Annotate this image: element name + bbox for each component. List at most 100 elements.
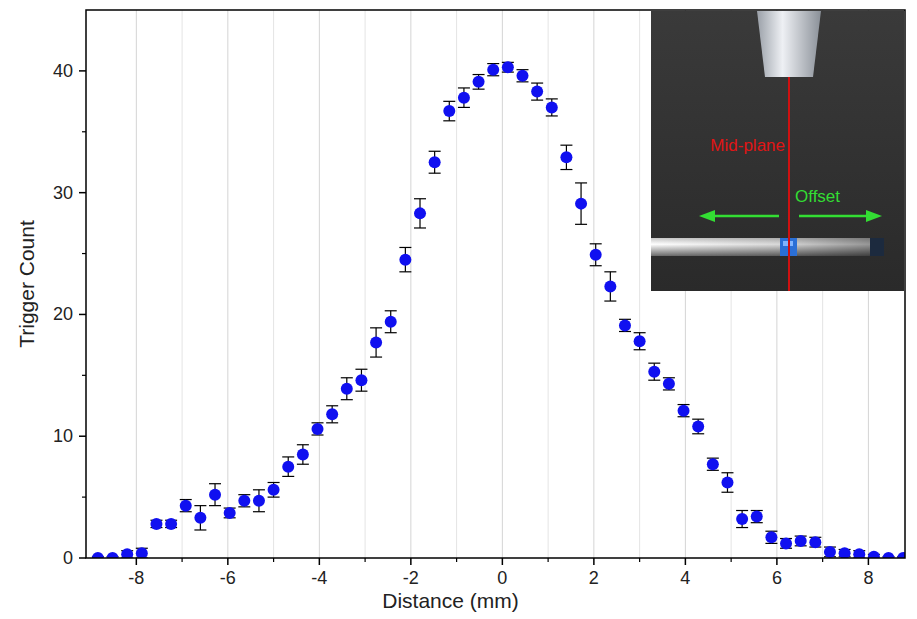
x-minor-tick (273, 558, 274, 562)
data-point (326, 408, 338, 420)
error-bar (268, 482, 280, 497)
data-point (107, 552, 119, 558)
error-bar (282, 457, 294, 476)
data-point (282, 461, 294, 473)
data-point (355, 374, 367, 386)
data-point (92, 552, 104, 558)
minor-grid-line (456, 10, 457, 558)
error-bar (385, 311, 397, 333)
data-point (619, 319, 631, 331)
error-bar (546, 99, 558, 116)
data-point (751, 511, 763, 523)
minor-grid-line (639, 10, 640, 558)
data-point (560, 151, 572, 163)
error-bar (531, 83, 543, 100)
error-bar (721, 473, 733, 492)
data-point (546, 101, 558, 113)
grid-line (502, 10, 503, 558)
x-tick (319, 558, 321, 565)
x-tick-label: -6 (220, 568, 236, 588)
y-tick-label: 20 (53, 304, 73, 324)
minor-grid-line (548, 10, 549, 558)
error-bar (209, 484, 221, 506)
error-bar (560, 145, 572, 169)
x-minor-tick (456, 558, 457, 562)
data-point (414, 207, 426, 219)
x-tick (868, 558, 870, 565)
error-bar (297, 445, 309, 464)
data-point (209, 489, 221, 501)
data-point (721, 476, 733, 488)
data-point (458, 92, 470, 104)
data-point (194, 512, 206, 524)
error-bar (516, 70, 528, 82)
inset-background (651, 11, 904, 291)
data-point (370, 336, 382, 348)
error-bar (341, 378, 353, 400)
data-point (268, 484, 280, 496)
y-tick-label: 40 (53, 61, 73, 81)
y-minor-tick (82, 497, 86, 498)
data-point (385, 316, 397, 328)
error-bar (443, 101, 455, 120)
error-bar (194, 506, 206, 530)
error-bar (312, 423, 324, 435)
error-bar (736, 511, 748, 528)
data-point (648, 366, 660, 378)
x-tick-label: 8 (863, 568, 873, 588)
data-point (487, 64, 499, 76)
data-point (883, 552, 895, 558)
data-point (809, 536, 821, 548)
rod (651, 238, 884, 256)
data-point (897, 552, 905, 558)
x-minor-tick (365, 558, 366, 562)
x-tick (776, 558, 778, 565)
data-point (473, 76, 485, 88)
x-axis-title: Distance (mm) (382, 589, 519, 612)
error-bar (487, 64, 499, 76)
data-point (780, 537, 792, 549)
data-point (136, 547, 148, 558)
minor-grid-line (365, 10, 366, 558)
error-bar (590, 244, 602, 266)
data-point (443, 105, 455, 117)
y-minor-tick (82, 375, 86, 376)
data-point (575, 198, 587, 210)
error-bar (370, 328, 382, 357)
x-tick-label: -2 (403, 568, 419, 588)
data-point (180, 500, 192, 512)
error-bar (253, 490, 265, 512)
data-point (312, 423, 324, 435)
x-tick-label: 6 (772, 568, 782, 588)
data-point (663, 378, 675, 390)
grid-line (227, 10, 228, 558)
data-point (516, 70, 528, 82)
data-point (678, 405, 690, 417)
x-minor-tick (181, 558, 182, 562)
x-minor-tick (548, 558, 549, 562)
error-bar (678, 405, 690, 417)
x-tick (593, 558, 595, 565)
grid-line (136, 10, 137, 558)
grid-line (593, 10, 594, 558)
data-point (224, 507, 236, 519)
error-bar (619, 319, 631, 331)
error-bar (180, 500, 192, 512)
y-tick (79, 435, 86, 437)
x-tick-label: 4 (680, 568, 690, 588)
y-tick-label: 30 (53, 183, 73, 203)
chart: -8-6-4-202468010203040Distance (mm)Trigg… (0, 0, 917, 619)
data-point (502, 61, 514, 73)
x-tick-label: 2 (589, 568, 599, 588)
data-point (531, 86, 543, 98)
data-point (736, 513, 748, 525)
error-bar (355, 369, 367, 391)
data-point (604, 280, 616, 292)
error-bar (429, 151, 441, 173)
error-bar (238, 495, 250, 507)
minor-grid-line (273, 10, 274, 558)
x-tick (685, 558, 687, 565)
y-tick (79, 70, 86, 72)
x-minor-tick (639, 558, 640, 562)
axes: -8-6-4-202468010203040 (53, 10, 905, 588)
